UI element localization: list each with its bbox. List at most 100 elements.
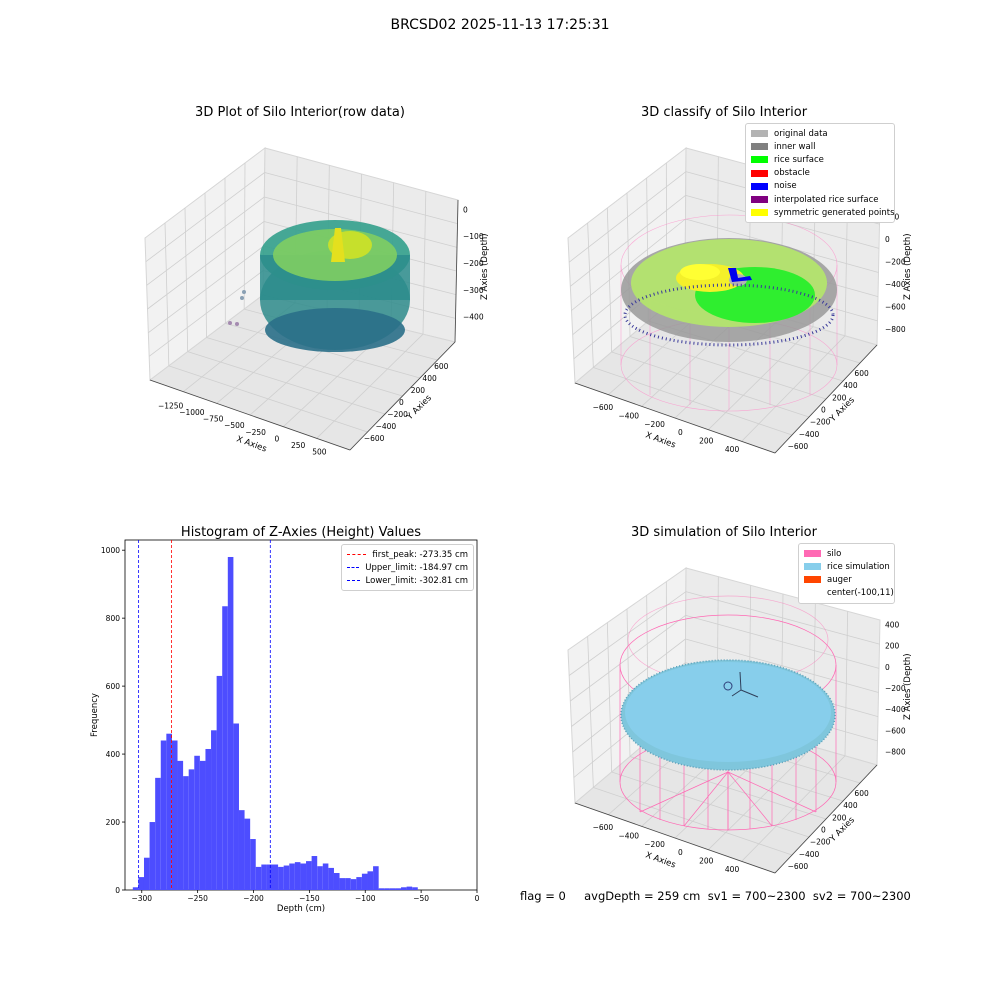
raw-xtick-label: 500 [312, 448, 327, 457]
histogram-bar [160, 740, 167, 890]
classify-ytick-label: −600 [788, 442, 809, 451]
raw-ytick-label: 0 [399, 398, 404, 407]
legend-color-swatch [804, 563, 821, 571]
legend-label: first_peak: -273.35 cm [372, 549, 468, 560]
simulation-ytick-label: −400 [799, 850, 820, 859]
histogram-xtick-label: 0 [475, 894, 480, 903]
histogram-ytick-label: 600 [106, 682, 121, 691]
histogram-bar [199, 760, 206, 890]
classify-xlabel: X Axies [644, 430, 677, 450]
legend-color-swatch [751, 182, 768, 190]
legend-color-swatch [751, 169, 768, 177]
simulation-axis-ticks: −600 −400 −200 0 200 400 −600 −400 −200 0 200 400 60… [593, 621, 906, 874]
raw-axis-ticks: −1250−1000−750−500−2500250500−600−400−20… [158, 205, 484, 456]
histogram-bar [188, 769, 195, 890]
classify-zlabel: Z Axies (Depth) [903, 233, 913, 300]
simulation-zlabel: Z Axies (Depth) [903, 653, 913, 720]
classify-legend-entry: obstacle [751, 167, 889, 180]
simulation-ytick-label: −200 [810, 838, 831, 847]
histogram-bar [306, 861, 312, 890]
simulation-xtick-label: −600 [593, 823, 614, 832]
histogram-bar [412, 887, 418, 890]
simulation-ztick-label: 0 [885, 663, 890, 672]
classify-ztick-label: −600 [885, 302, 906, 311]
classify-legend-entry: inner wall [751, 140, 889, 153]
histogram-bar [300, 863, 307, 890]
classify-plot-title: 3D classify of Silo Interior [641, 105, 808, 120]
histogram-bar [289, 863, 295, 890]
legend-color-swatch [804, 576, 821, 584]
raw-ztick-label: −300 [463, 286, 484, 295]
legend-color-swatch [804, 550, 821, 558]
simulation-legend: silo rice simulation auger center(-100,11) [798, 543, 895, 604]
histogram-bar [177, 760, 184, 890]
raw-ztick-label: −400 [463, 313, 484, 322]
histogram-bar [356, 877, 362, 890]
raw-xlabel: X Axies [235, 434, 268, 454]
classify-legend-entry: interpolated rice surface [751, 193, 889, 206]
histogram-bar [244, 818, 251, 890]
histogram-legend-entry: Upper_limit: -184.97 cm [347, 561, 468, 574]
histogram-bar [211, 730, 217, 890]
raw-plot-title: 3D Plot of Silo Interior(row data) [195, 105, 405, 120]
histogram-xtick-label: −200 [243, 894, 264, 903]
histogram-bar [395, 888, 402, 890]
legend-label: obstacle [774, 168, 810, 179]
classify-ytick-label: 400 [843, 381, 858, 390]
histogram-xtick-label: −300 [131, 894, 152, 903]
raw-ztick-label: 0 [463, 205, 468, 214]
histogram-bar [194, 755, 200, 890]
legend-line-swatch [347, 580, 360, 581]
histogram-bar [149, 822, 156, 890]
histogram-bar [367, 871, 374, 890]
raw-ytick-label: −600 [364, 434, 385, 443]
histogram-bar [345, 878, 351, 890]
legend-color-swatch [804, 590, 821, 597]
legend-color-swatch [751, 196, 768, 204]
legend-label: center(-100,11) [827, 588, 894, 599]
histogram-bar [205, 748, 212, 890]
classify-legend-entry: symmetric generated points [751, 206, 895, 219]
classify-point-cloud [621, 238, 837, 347]
raw-ytick-label: −400 [376, 422, 397, 431]
legend-label: silo [827, 548, 842, 559]
legend-label: symmetric generated points [774, 207, 895, 218]
histogram-legend: first_peak: -273.35 cm Upper_limit: -184.… [341, 544, 474, 591]
classify-ytick-label: 600 [854, 369, 869, 378]
histogram-bar [317, 866, 323, 890]
histogram-ytick-label: 0 [115, 886, 120, 895]
raw-ztick-label: −100 [463, 232, 484, 241]
legend-color-swatch [751, 209, 768, 217]
classify-ztick-label: −800 [885, 325, 906, 334]
raw-xtick-label: −250 [245, 428, 266, 437]
simulation-rice-surface [620, 659, 836, 771]
legend-label: original data [774, 128, 828, 139]
legend-label: inner wall [774, 141, 816, 152]
raw-point-cloud [228, 220, 410, 352]
classify-xtick-label: 200 [699, 437, 714, 446]
classify-xtick-label: 400 [725, 445, 740, 454]
classify-legend-entry: original data [751, 127, 889, 140]
raw-ytick-label: 200 [411, 386, 426, 395]
legend-label: rice surface [774, 154, 824, 165]
histogram-bar [283, 865, 290, 890]
histogram-ytick-label: 1000 [101, 546, 120, 555]
simulation-ztick-label: 200 [885, 642, 900, 651]
legend-label: auger [827, 574, 852, 585]
simulation-xtick-label: −400 [618, 832, 639, 841]
histogram-xtick-label: −250 [187, 894, 208, 903]
status-line: flag = 0 avgDepth = 259 cm sv1 = 700~230… [520, 889, 911, 903]
raw-xtick-label: 250 [291, 441, 306, 450]
simulation-ztick-label: −800 [885, 747, 906, 756]
simulation-ztick-label: −200 [885, 684, 906, 693]
histogram-bar [155, 777, 161, 890]
raw-ytick-label: −200 [387, 410, 408, 419]
simulation-ztick-label: −600 [885, 726, 906, 735]
raw-xtick-label: 0 [274, 434, 279, 443]
histogram-bar [373, 866, 379, 890]
histogram-reference-lines [138, 540, 271, 890]
raw-xtick-label: −1250 [158, 401, 184, 410]
simulation-legend-entry: silo [804, 547, 889, 560]
simulation-ytick-label: 0 [821, 826, 826, 835]
